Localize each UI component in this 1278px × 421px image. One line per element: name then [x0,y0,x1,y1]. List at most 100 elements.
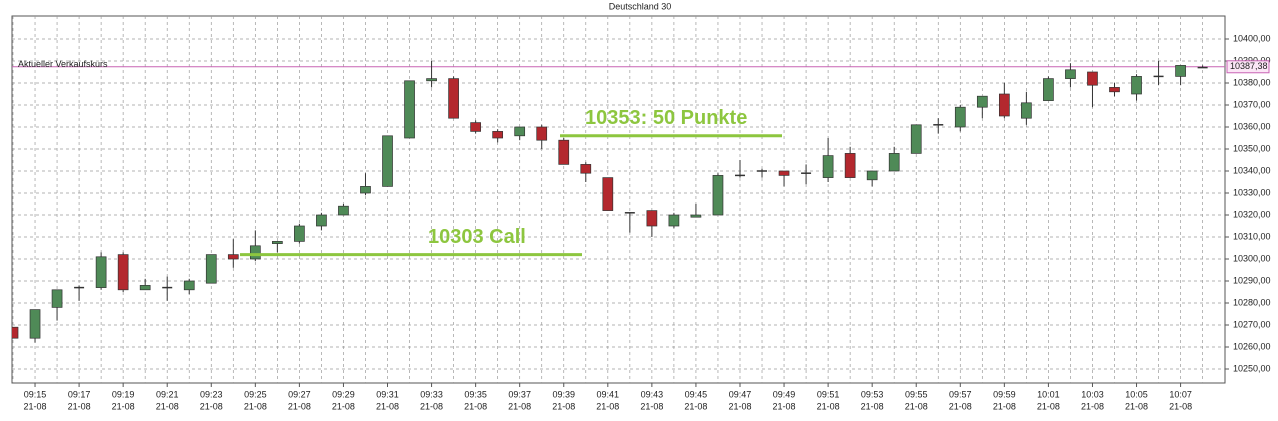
plot-area [11,15,1226,384]
candle-body [316,214,327,227]
candle-body [227,254,239,260]
candle-body [668,214,680,227]
candle-body [1021,102,1032,119]
x-date-label: 21-08 [332,401,355,411]
x-date-label: 21-08 [376,401,399,411]
candle-body [536,126,548,141]
x-date-label: 21-08 [508,401,531,411]
x-date-label: 21-08 [156,401,179,411]
candle-body [844,153,856,178]
x-tick-label: 09:57 [949,389,972,399]
x-date-label: 21-08 [728,401,751,411]
candle-body [778,170,790,176]
x-tick-label: 09:51 [817,389,840,399]
candle-body [954,106,966,128]
candle-body [976,95,988,108]
y-tick-label: 10250,00 [1233,363,1271,373]
candle-body [294,225,305,242]
candle-body [272,241,283,244]
y-tick-label: 10280,00 [1233,297,1271,307]
candle-body [12,326,19,339]
x-tick-label: 10:01 [1037,389,1060,399]
y-tick-label: 10360,00 [1233,121,1271,131]
x-tick-label: 09:33 [420,389,443,399]
x-date-label: 21-08 [949,401,972,411]
y-tick-label: 10310,00 [1233,231,1271,241]
y-tick-label: 10350,00 [1233,143,1271,153]
candle-body [95,256,107,288]
x-tick-label: 09:15 [24,389,47,399]
x-date-label: 21-08 [420,401,443,411]
candle-body [712,175,724,216]
x-tick-label: 09:55 [905,389,928,399]
candle-body [1109,87,1120,93]
x-tick-label: 09:59 [993,389,1016,399]
x-tick-label: 09:39 [552,389,575,399]
x-tick-label: 09:47 [729,389,752,399]
x-date-label: 21-08 [24,401,47,411]
candle-body [470,122,481,132]
candle-body [29,309,41,339]
candle-body [183,280,195,291]
x-date-label: 21-08 [640,401,663,411]
candle-body [492,131,504,139]
x-tick-label: 09:53 [861,389,884,399]
y-tick-label: 10380,00 [1233,77,1271,87]
x-tick-label: 09:25 [244,389,267,399]
candle-body [249,245,261,260]
candle-body [910,124,922,154]
x-date-label: 21-08 [1125,401,1148,411]
y-tick-label: 10320,00 [1233,209,1271,219]
x-date-label: 21-08 [773,401,796,411]
candle-body [580,164,592,174]
current-price-name: Aktueller Verkaufskurs [18,59,108,69]
x-tick-label: 09:21 [156,389,179,399]
y-tick-label: 10290,00 [1233,275,1271,285]
chart-title: Deutschland 30 [609,1,672,11]
candle-body [382,135,393,187]
x-date-label: 21-08 [68,401,91,411]
candle-body [51,289,63,308]
y-tick-label: 10400,00 [1233,33,1271,43]
current-price-box [1226,60,1270,74]
candle-body [602,177,614,211]
y-tick-label: 10260,00 [1233,341,1271,351]
x-tick-label: 09:27 [288,389,311,399]
x-tick-label: 09:17 [68,389,91,399]
x-date-label: 21-08 [552,401,575,411]
candle-body [1131,76,1142,95]
candle-body [426,78,437,82]
candle-body [1175,65,1186,77]
x-tick-label: 09:31 [376,389,399,399]
x-date-label: 21-08 [684,401,707,411]
candle-body [404,80,415,139]
x-tick-label: 09:41 [597,389,620,399]
x-tick-label: 10:03 [1081,389,1104,399]
x-tick-label: 09:29 [332,389,355,399]
x-tick-label: 09:23 [200,389,223,399]
candle-body [338,205,349,216]
candle-body [117,254,129,291]
x-date-label: 21-08 [993,401,1016,411]
current-price-label: 10387,38 [1230,61,1268,71]
candle-body [646,210,658,227]
candle-body [1087,71,1098,86]
annotation-text: 10353: 50 Punkte [585,107,747,129]
x-date-label: 21-08 [464,401,487,411]
y-tick-label: 10340,00 [1233,165,1271,175]
x-tick-label: 09:35 [464,389,487,399]
x-date-label: 21-08 [1169,401,1192,411]
candle-body [205,254,217,284]
x-tick-label: 10:05 [1125,389,1148,399]
candle-body [822,155,834,178]
x-tick-label: 09:45 [685,389,708,399]
candle-body [888,153,900,172]
x-tick-label: 09:49 [773,389,796,399]
candle-body [448,78,459,119]
x-date-label: 21-08 [861,401,884,411]
annotation-text: 10303 Call [428,226,526,248]
x-tick-label: 09:43 [641,389,664,399]
candle-body [690,214,702,218]
candle-body [1065,69,1076,79]
y-tick-label: 10330,00 [1233,187,1271,197]
